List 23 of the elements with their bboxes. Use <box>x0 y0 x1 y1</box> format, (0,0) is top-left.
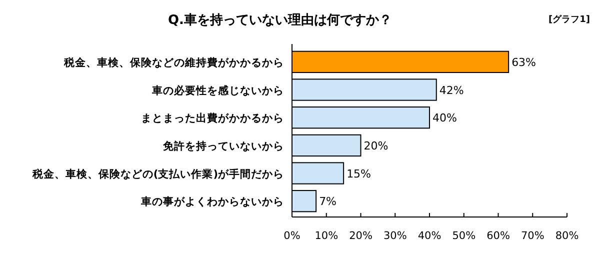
data-label: 40% <box>432 112 457 125</box>
data-label: 20% <box>364 139 388 152</box>
y-tick-label: 税金、車検、保険などの維持費がかかるから <box>63 56 284 69</box>
x-tick-label: 50% <box>452 230 476 242</box>
y-tick-label: 車の事がよくわからないから <box>140 195 284 208</box>
data-label: 63% <box>512 56 536 69</box>
data-label: 7% <box>319 195 337 208</box>
data-label: 15% <box>346 167 372 180</box>
x-tick-label: 80% <box>555 230 579 242</box>
y-tick-label: 免許を持っていないから <box>162 139 284 152</box>
x-tick-label: 20% <box>349 230 372 242</box>
x-tick-label: 70% <box>520 230 544 242</box>
y-tick-label: まとまった出費がかかるから <box>141 112 284 125</box>
x-tick-label: 30% <box>383 230 407 242</box>
y-tick-label: 車の必要性を感じないから <box>151 84 284 97</box>
x-tick-label: 0% <box>284 230 300 242</box>
chart-title: Q.車を持っていない理由は何ですか？ <box>168 13 392 28</box>
x-tick-label: 60% <box>486 230 510 242</box>
text: [グラフ1] <box>548 14 590 25</box>
y-tick-label: 税金、車検、保険などの(支払い作業)が手間だから <box>31 167 284 180</box>
data-label: 42% <box>439 84 464 97</box>
x-tick-label: 40% <box>418 230 442 242</box>
x-tick-label: 10% <box>314 230 338 242</box>
